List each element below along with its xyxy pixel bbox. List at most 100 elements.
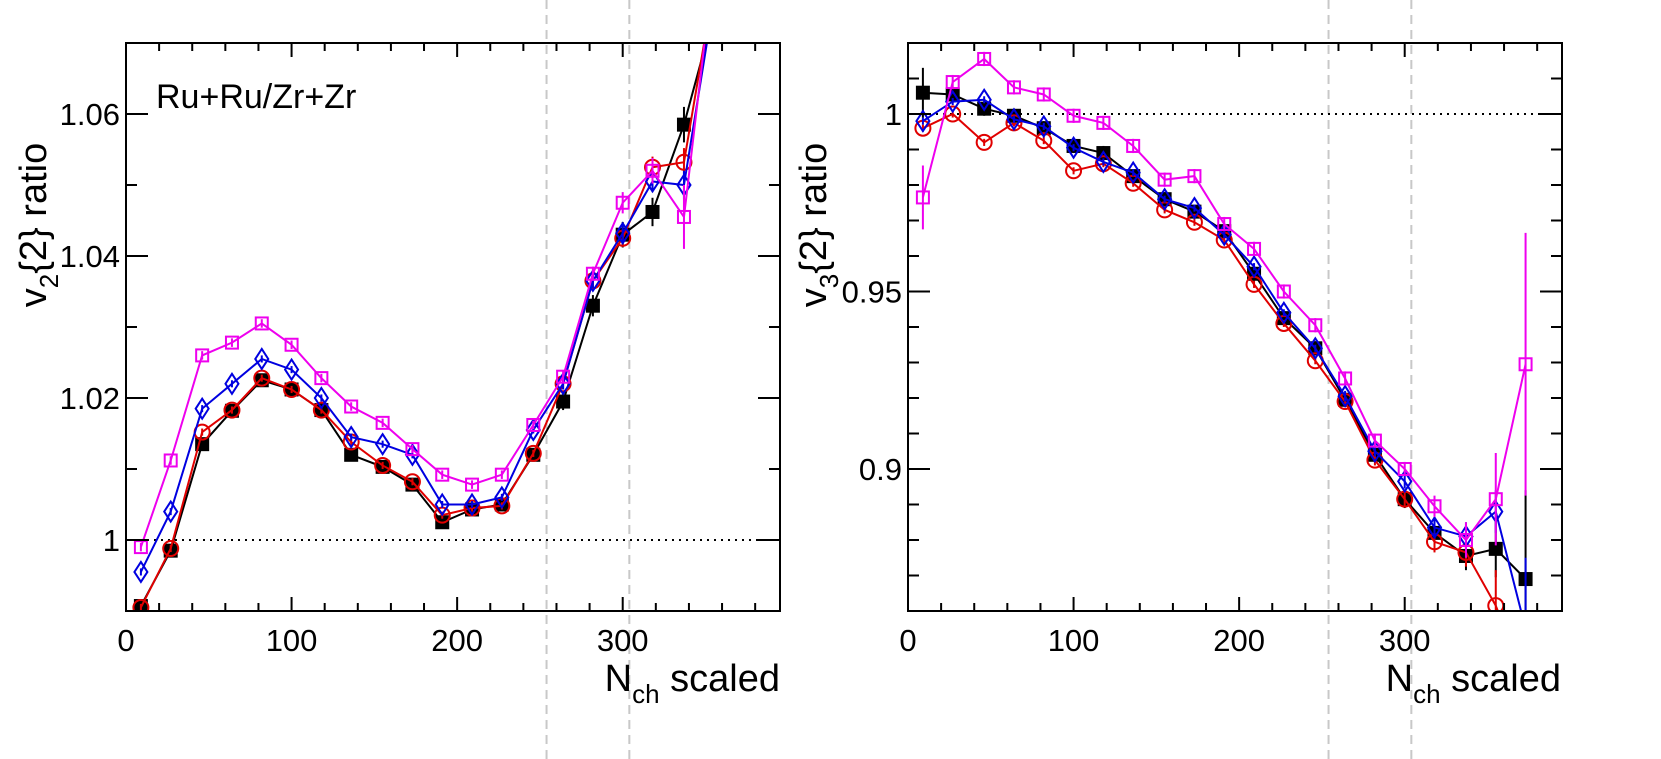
v2-open-square-marker	[195, 348, 210, 363]
v3-open-diamond-marker	[1276, 300, 1292, 325]
v2-open-diamond-marker	[525, 418, 541, 442]
v2-open-circle-marker	[675, 153, 693, 171]
v2-filled-square-marker	[344, 447, 359, 462]
v2-y-tick-label: 1	[103, 523, 120, 558]
v3-open-diamond-marker	[1426, 515, 1443, 540]
v2-filled-square-marker	[645, 204, 660, 219]
v3-open-diamond-marker	[915, 109, 931, 133]
v2-open-square-marker	[344, 399, 359, 414]
v2-open-square-marker	[163, 453, 178, 468]
v2-filled-square-marker	[585, 298, 600, 313]
v2-open-square-marker	[585, 266, 600, 281]
v3-open-diamond-marker	[1065, 135, 1082, 160]
v2-y-axis-title-subscript: 2	[34, 274, 64, 288]
v3-open-square-marker	[977, 51, 992, 66]
v3-y-tick-label: 1	[885, 97, 902, 132]
v2-open-diamond-marker	[313, 386, 330, 410]
v2-open-circle-marker	[403, 473, 421, 491]
v3-filled-square-marker	[1488, 541, 1503, 556]
v3-open-diamond-marker	[1397, 469, 1413, 494]
v3-open-square-marker	[1488, 492, 1503, 507]
v2-open-square-marker	[133, 540, 148, 555]
v2-open-square-marker	[224, 335, 239, 350]
v3-open-square-marker	[1096, 115, 1111, 130]
v3-open-diamond-marker	[976, 87, 992, 112]
v3-open-diamond-marker	[1307, 336, 1323, 361]
v2-open-diamond-marker	[194, 396, 210, 421]
v2-open-diamond-marker	[555, 371, 571, 396]
v3-open-square-marker	[915, 190, 930, 205]
v3-open-square-marker	[1518, 357, 1533, 372]
v2-open-diamond-marker	[163, 499, 179, 524]
v3-open-square-marker	[1126, 138, 1141, 153]
v2-y-axis-title: v2{2} ratio	[13, 143, 64, 307]
v3-open-circle-marker	[975, 133, 993, 151]
v2-open-circle-marker	[223, 401, 241, 419]
v2-open-diamond-marker	[343, 425, 359, 449]
v2-x-tick-label: 200	[431, 623, 483, 658]
v3-open-diamond-marker	[1367, 439, 1383, 464]
v3-y-tick-label: 0.9	[859, 452, 902, 487]
v2-x-tick-label: 100	[266, 623, 318, 658]
v2-open-diamond-marker	[283, 357, 300, 382]
v2-open-diamond-marker	[404, 442, 421, 467]
v2-open-square-marker	[405, 442, 420, 457]
v2-open-diamond-marker	[707, 0, 720, 10]
v3-series-line	[922, 112, 1499, 611]
v3-open-diamond-marker	[1519, 619, 1532, 639]
v3-x-axis-title: Nch scaled	[1386, 658, 1561, 709]
v2-x-tick-label: 0	[117, 623, 134, 658]
v2-open-square-marker	[645, 163, 660, 178]
v2-open-square-marker	[556, 369, 571, 384]
v2-open-circle-marker	[162, 540, 180, 558]
v2-open-diamond-marker	[224, 371, 240, 396]
v3-open-square-marker	[1247, 241, 1262, 256]
v3-y-axis-title: v3{2} ratio	[793, 143, 844, 307]
v2-open-diamond-marker	[585, 269, 601, 293]
v2-open-circle-marker	[132, 598, 150, 611]
v3-open-square-marker	[1066, 108, 1081, 123]
v2-x-axis-title: Nch scaled	[605, 658, 780, 709]
v3-open-diamond-marker	[1216, 222, 1232, 247]
v2-filled-square-marker	[707, 8, 721, 22]
v2-open-square-marker	[314, 371, 329, 386]
v2-open-circle-marker	[312, 401, 330, 419]
v2-open-square-marker	[465, 477, 480, 492]
v2-open-circle-marker	[374, 456, 392, 474]
v2-open-diamond-marker	[434, 492, 450, 517]
v2-vertical-markers	[545, 0, 631, 759]
v3-open-square-marker	[1217, 217, 1232, 232]
v3-open-square-marker	[945, 75, 960, 90]
v3-open-square-marker	[1308, 318, 1323, 333]
v2-open-square-marker	[254, 316, 269, 331]
v3-open-diamond-marker	[1186, 196, 1203, 220]
v2-open-square-marker	[494, 467, 509, 482]
v2-axis-ticks: 0 100 200 300 1 1.02 1.04 1.06	[60, 42, 780, 658]
v2-open-diamond-marker	[494, 485, 510, 510]
v3-x-tick-label: 300	[1379, 623, 1431, 658]
v2-open-square-marker	[676, 209, 691, 224]
v2-y-tick-label: 1.02	[60, 381, 120, 416]
v2-open-diamond-marker	[254, 347, 270, 371]
v3-open-circle-marker	[1035, 132, 1053, 150]
v3-open-diamond-marker	[1125, 160, 1141, 185]
v3-open-square-marker	[1458, 533, 1473, 547]
v3-open-square-marker	[1338, 371, 1353, 386]
v2-open-square-marker	[435, 467, 450, 482]
v2-open-square-marker	[284, 337, 299, 352]
v3-open-square-marker	[1276, 284, 1291, 299]
v3-open-diamond-marker	[1095, 150, 1112, 174]
v2-open-diamond-marker	[464, 492, 480, 517]
v3-open-square-marker	[1187, 169, 1202, 184]
v2-filled-square-marker	[676, 117, 691, 132]
v2-series-line	[139, 43, 706, 548]
v2-annotation: Ru+Ru/Zr+Zr	[156, 78, 356, 116]
v2-panel: 0 100 200 300 1 1.02 1.04 1.06 Ru+Ru/Zr+Zr v2{2…	[13, 0, 781, 759]
v3-axis-ticks: 0 100 200 300 0.9 0.95 1	[842, 42, 1562, 658]
v3-open-square-marker	[1367, 433, 1382, 448]
v3-x-tick-label: 200	[1213, 623, 1265, 658]
v3-filled-square-marker	[915, 85, 930, 100]
v3-x-tick-label: 100	[1048, 623, 1100, 658]
v3-y-tick-label: 0.95	[842, 275, 902, 310]
